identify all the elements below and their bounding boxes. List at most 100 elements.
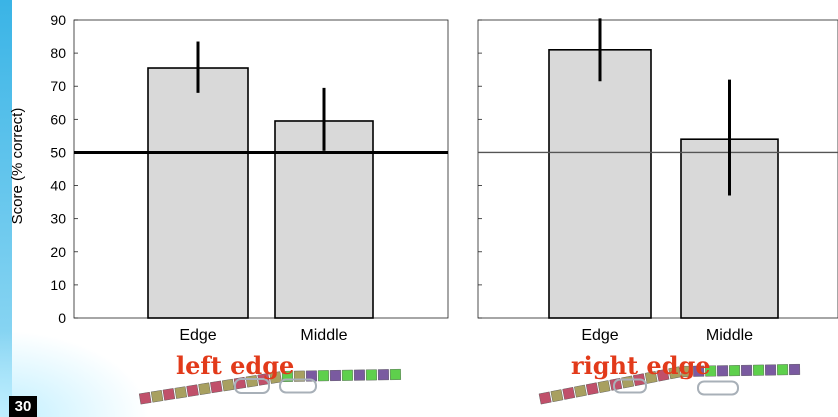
y-tick-label: 70 [50,78,66,94]
chain-tile [538,391,552,405]
chain-tile [138,391,152,405]
chain-tile [585,382,599,396]
chain-tile [668,366,682,380]
chain-tile [150,390,164,403]
chain-tile [681,365,693,377]
tile-square [550,389,564,403]
chain-tile [777,364,789,376]
slide-number: 30 [9,396,37,417]
tile-square [317,370,329,382]
tile-square [138,391,152,405]
right-edge-caption: right edge [571,351,711,380]
tile-square [753,364,765,376]
chain-tile [269,371,282,384]
tile-square [353,369,365,381]
chain-tile [597,380,611,393]
tile-square [150,390,164,403]
right-panel: Edge Middle [477,18,838,344]
y-tick-label: 0 [58,310,66,326]
chain-highlight-oval [234,378,270,394]
chain-tile [365,369,377,381]
tile-square [668,366,682,380]
right-edge-chain [538,363,801,405]
x-tick-label: Middle [706,327,753,344]
plot-frame [73,19,449,319]
tile-square [562,387,576,400]
chain-tile [221,378,235,392]
tile-square [377,369,389,381]
chain-tile [741,364,753,376]
chain-tile [789,363,801,376]
x-tick-label: Edge [179,327,216,344]
bar-edge [147,67,249,319]
left-panel: 0 10 20 30 40 50 60 70 80 90 Edge Middle [50,12,449,344]
chain-tile [574,384,587,398]
left-edge-chain [138,368,401,405]
y-tick-label: 80 [50,45,66,61]
chain-tile [353,369,365,381]
y-tick-label: 60 [50,111,66,127]
tile-square [705,365,717,377]
tile-square [389,368,401,381]
tile-square [693,365,705,377]
chain-tile [317,370,329,382]
chain-tile [705,365,717,377]
chain-tile [162,388,176,401]
chain-tile [765,364,777,376]
chain-tile [693,365,705,377]
tile-square [585,382,599,396]
bar-edge [548,48,652,319]
tile-square [221,378,235,392]
tile-square [656,368,670,382]
chain-tile [377,369,389,381]
tile-square [741,364,753,376]
chain-tile [174,386,188,399]
chain-tile [341,369,353,381]
chain-tile [644,371,658,384]
chain-tile [717,365,729,377]
chain-tile [562,387,576,400]
plot-frame [477,19,838,319]
tile-square [269,371,282,384]
tile-square [609,377,623,391]
tile-square [789,363,801,376]
tile-square [777,364,789,376]
chain-tile [186,384,199,397]
chain-tile [656,368,670,382]
chain-tile [198,382,211,396]
chain-highlight-oval [279,378,317,394]
tile-square [574,384,587,398]
tile-square [597,380,611,393]
tile-square [729,365,741,377]
chain-highlight-oval [613,378,647,394]
y-tick-label: 40 [50,178,66,194]
tile-square [681,365,693,377]
tile-square [210,380,223,394]
y-tick-label: 50 [50,144,66,160]
chain-tile [729,365,741,377]
chain-tile [550,389,564,403]
y-tick-label: 90 [50,12,66,28]
tile-square [174,386,188,399]
left-edge-caption: left edge [176,351,295,380]
tile-square [365,369,377,381]
y-tick-label: 10 [50,277,66,293]
y-tick-label: 30 [50,211,66,227]
tile-square [341,369,353,381]
tile-square [644,371,658,384]
x-tick-label: Edge [581,327,618,344]
y-tick-label: 20 [50,244,66,260]
tile-square [717,365,729,377]
tile-square [329,369,341,382]
chain-highlight-oval [697,380,739,396]
tile-square [198,382,211,396]
chain-tile [329,369,341,382]
tile-square [186,384,199,397]
chain-tile [389,368,401,381]
tile-square [538,391,552,405]
chain-tile [609,377,623,391]
chain-tile [753,364,765,376]
tile-square [765,364,777,376]
tile-square [162,388,176,401]
